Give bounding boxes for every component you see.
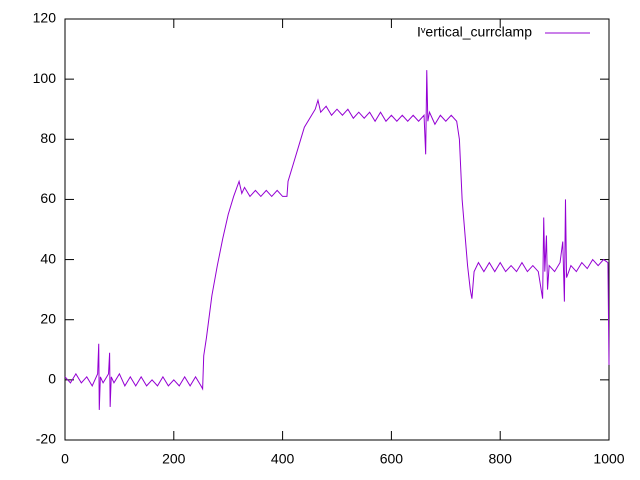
y-tick-label: 80 [40, 130, 56, 146]
x-tick-label: 400 [271, 451, 295, 467]
legend: Iᵛertical_currclamp [417, 24, 590, 40]
y-tick-label: 0 [48, 371, 56, 387]
legend-label: Iᵛertical_currclamp [417, 24, 532, 40]
x-tick-label: 0 [61, 451, 69, 467]
data-line [64, 70, 610, 410]
x-tick-label: 800 [489, 451, 513, 467]
y-tick-label: 100 [33, 70, 57, 86]
x-tick-label: 1000 [593, 451, 624, 467]
x-tick-label: 600 [380, 451, 404, 467]
y-tick-label: 60 [40, 190, 56, 206]
y-tick-label: -20 [36, 431, 56, 447]
y-tick-label: 20 [40, 310, 56, 326]
y-tick-label: 40 [40, 250, 56, 266]
plot-frame [64, 18, 610, 441]
y-tick-label: 120 [33, 10, 57, 26]
x-tick-label: 200 [162, 451, 186, 467]
